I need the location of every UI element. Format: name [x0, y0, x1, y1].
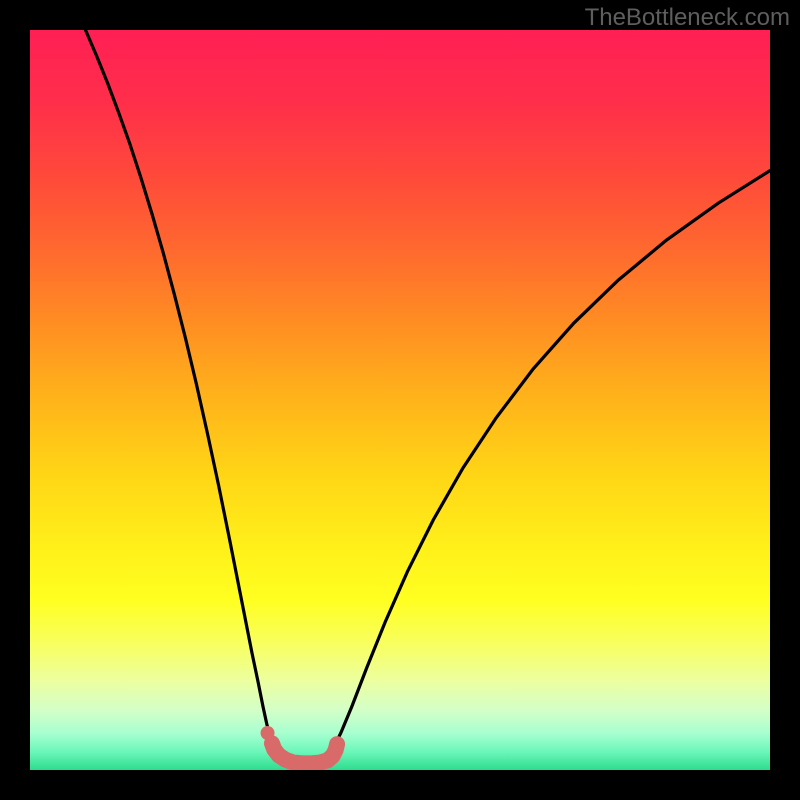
- chart-plot-area: [30, 30, 770, 770]
- curve-left: [86, 30, 275, 748]
- chart-background: [30, 30, 770, 770]
- valley-marker-dot: [261, 726, 275, 740]
- chart-svg: [30, 30, 770, 770]
- curve-right: [333, 171, 770, 748]
- curve-valley: [272, 743, 337, 763]
- watermark-text: TheBottleneck.com: [585, 4, 790, 32]
